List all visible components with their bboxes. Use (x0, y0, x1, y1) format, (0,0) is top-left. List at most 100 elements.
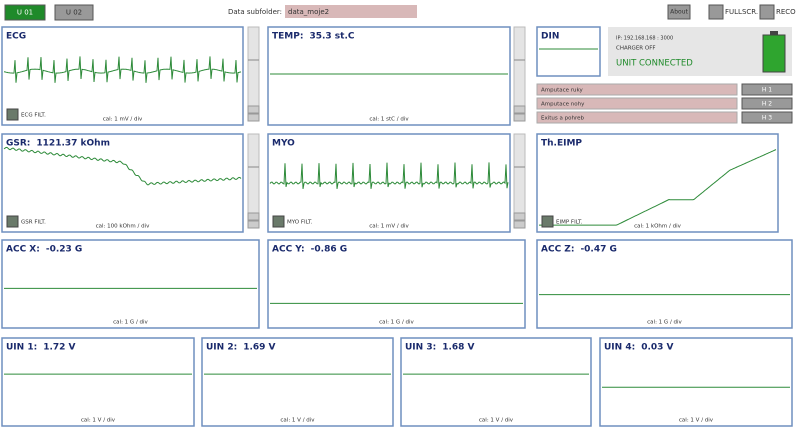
panel-title: ACC X: (6, 245, 40, 255)
slider-track[interactable] (247, 133, 260, 226)
panel-title: UIN 2: (206, 343, 237, 353)
status-ip: IP: 192.168.168 : 3000 (616, 36, 673, 42)
panel (267, 26, 511, 126)
panel (1, 337, 195, 427)
action-button-label: H 2 (762, 101, 772, 108)
subfolder-value: data_moje2 (288, 8, 329, 16)
panel-value: -0.86 G (311, 245, 347, 255)
panel-value: 35.3 st.C (309, 32, 354, 42)
panel-title: ACC Y: (272, 245, 305, 255)
slider-track[interactable] (513, 26, 526, 119)
subfolder-input[interactable] (285, 5, 417, 18)
panel (267, 239, 526, 329)
filter-checkbox[interactable] (272, 215, 285, 228)
calibration: cal: 1 mV / div (369, 224, 409, 230)
action-field[interactable] (536, 83, 738, 96)
unit-button-label: U 01 (17, 9, 33, 17)
calibration: cal: 1 mV / div (103, 117, 143, 123)
unit-button[interactable] (4, 4, 46, 21)
filter-label: EIMP FILT. (556, 220, 583, 226)
slider-down[interactable] (247, 113, 260, 122)
filter-label: GSR FILT. (21, 220, 46, 226)
slider-up[interactable] (513, 105, 526, 114)
calibration: cal: 1 G / div (113, 320, 148, 326)
calibration: cal: 100 kOhm / div (96, 224, 150, 230)
action-button[interactable] (741, 111, 793, 124)
signal-trace (3, 146, 242, 186)
slider-down[interactable] (513, 113, 526, 122)
action-field[interactable] (536, 111, 738, 124)
panel-title: UIN 4: (604, 343, 635, 353)
panel-title: DIN (541, 32, 559, 42)
slider-track[interactable] (247, 26, 260, 119)
panel (1, 26, 244, 126)
slider-track[interactable] (513, 133, 526, 226)
panel (536, 26, 601, 77)
status-connection: UNIT CONNECTED (616, 59, 693, 69)
signal-trace (3, 56, 242, 83)
about-label: About (670, 9, 688, 16)
battery (762, 34, 786, 73)
panel-title: UIN 1: (6, 343, 37, 353)
panel-title: GSR: (6, 139, 30, 149)
battery-cap (770, 31, 778, 35)
panel-value: 1.69 V (243, 343, 275, 353)
panel-title: ACC Z: (541, 245, 574, 255)
panel (1, 239, 260, 329)
signal-trace (269, 162, 509, 189)
filter-checkbox[interactable] (6, 108, 19, 121)
signal-trace (539, 149, 777, 226)
calibration: cal: 1 G / div (647, 320, 682, 326)
panel (599, 337, 793, 427)
calibration: cal: 1 G / div (379, 320, 414, 326)
panel-title: MYO (272, 139, 295, 149)
panel-value: 1121.37 kOhm (36, 139, 110, 149)
panel-title: ECG (6, 32, 26, 42)
panel (400, 337, 592, 427)
calibration: cal: 1 V / div (679, 418, 714, 424)
record-label: RECORD (776, 8, 796, 16)
panel (201, 337, 394, 427)
unit-button-label: U 02 (66, 9, 82, 17)
panel (536, 133, 779, 233)
record-checkbox[interactable] (759, 4, 775, 20)
panel-value: 0.03 V (641, 343, 673, 353)
filter-label: ECG FILT. (21, 113, 46, 119)
unit-button[interactable] (54, 4, 94, 21)
fullscreen-label: FULLSCR. (725, 8, 758, 16)
panel (1, 133, 244, 233)
panel-value: -0.23 G (46, 245, 82, 255)
action-label: Amputace ruky (541, 88, 584, 94)
slider-up[interactable] (247, 212, 260, 221)
panel (536, 239, 793, 329)
action-button[interactable] (741, 83, 793, 96)
calibration: cal: 1 V / div (479, 418, 514, 424)
panel-title: UIN 3: (405, 343, 436, 353)
action-button[interactable] (741, 97, 793, 110)
slider-down[interactable] (513, 220, 526, 229)
panel-value: 1.72 V (43, 343, 75, 353)
calibration: cal: 1 V / div (280, 418, 315, 424)
slider-up[interactable] (513, 212, 526, 221)
panel-title: TEMP: (272, 32, 303, 42)
action-label: Exitus a pohreb (541, 116, 584, 122)
slider-up[interactable] (247, 105, 260, 114)
filter-label: MYO FILT. (287, 220, 313, 226)
action-button-label: H 3 (762, 115, 772, 122)
status-charger: CHARGER OFF (616, 46, 656, 52)
panel-value: -0.47 G (580, 245, 616, 255)
about-button[interactable] (667, 4, 691, 20)
slider-down[interactable] (247, 220, 260, 229)
action-label: Amputace nohy (541, 102, 585, 108)
calibration: cal: 1 stC / div (369, 117, 409, 123)
action-button-label: H 1 (762, 87, 772, 94)
filter-checkbox[interactable] (541, 215, 554, 228)
status-box (608, 27, 792, 76)
calibration: cal: 1 V / div (81, 418, 116, 424)
subfolder-label: Data subfolder: (228, 8, 282, 16)
fullscreen-checkbox[interactable] (708, 4, 724, 20)
action-field[interactable] (536, 97, 738, 110)
filter-checkbox[interactable] (6, 215, 19, 228)
panel-title: Th.EIMP (541, 139, 582, 149)
